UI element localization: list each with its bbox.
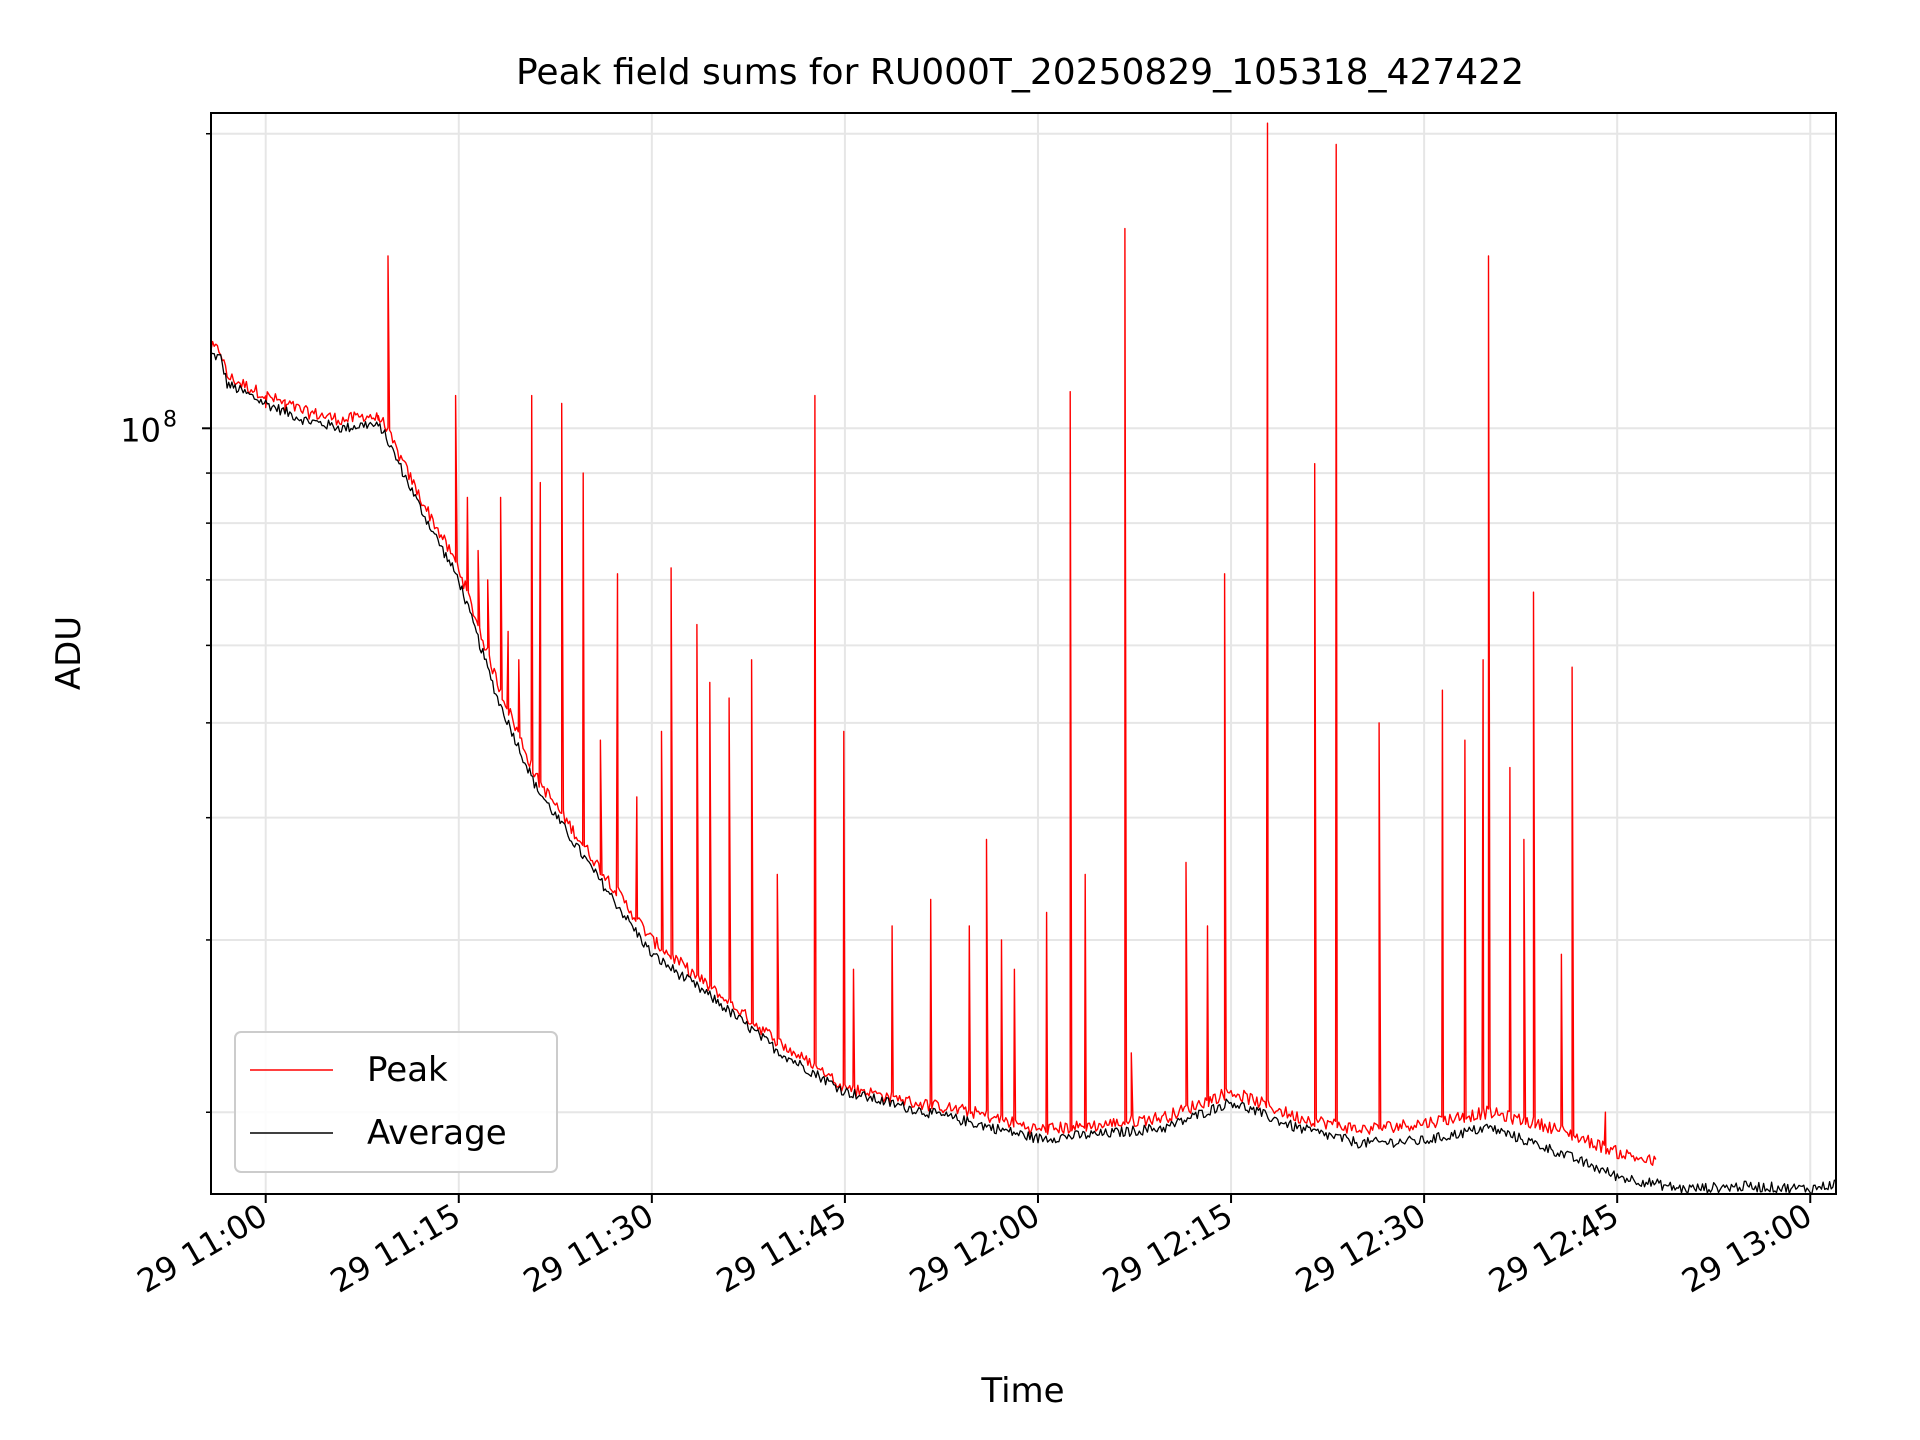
legend: Peak Average xyxy=(234,1031,558,1173)
series-line-peak xyxy=(211,122,1657,1166)
legend-label-average: Average xyxy=(367,1113,507,1153)
x-tick-label: 29 12:00 xyxy=(903,1196,1046,1300)
x-axis-label: Time xyxy=(980,1371,1064,1411)
x-tick-label: 29 11:00 xyxy=(131,1196,274,1300)
grid xyxy=(211,113,1836,1194)
x-tick-label: 29 11:30 xyxy=(517,1196,660,1300)
x-axis-ticks: 29 11:00 29 11:15 29 11:30 29 11:45 29 12:00… xyxy=(131,1194,1818,1300)
y-tick-label-exponent: 8 xyxy=(163,407,177,432)
plot-area xyxy=(211,122,1836,1194)
x-tick-label: 29 13:00 xyxy=(1675,1196,1818,1300)
x-tick-label: 29 12:30 xyxy=(1289,1196,1432,1300)
x-tick-label: 29 12:45 xyxy=(1482,1196,1625,1300)
x-tick-label: 29 11:45 xyxy=(710,1196,853,1300)
legend-box xyxy=(234,1031,558,1173)
series-line-average xyxy=(211,352,1836,1194)
chart-title: Peak field sums for RU000T_20250829_1053… xyxy=(516,52,1524,93)
x-tick-label: 29 11:15 xyxy=(324,1196,467,1300)
y-axis-ticks: 10 8 xyxy=(120,132,211,1113)
y-axis-label: ADU xyxy=(49,616,89,690)
y-tick-label: 10 xyxy=(120,411,161,449)
x-tick-label: 29 12:15 xyxy=(1096,1196,1239,1300)
plot-frame xyxy=(210,112,1837,1195)
legend-label-peak: Peak xyxy=(367,1050,448,1090)
